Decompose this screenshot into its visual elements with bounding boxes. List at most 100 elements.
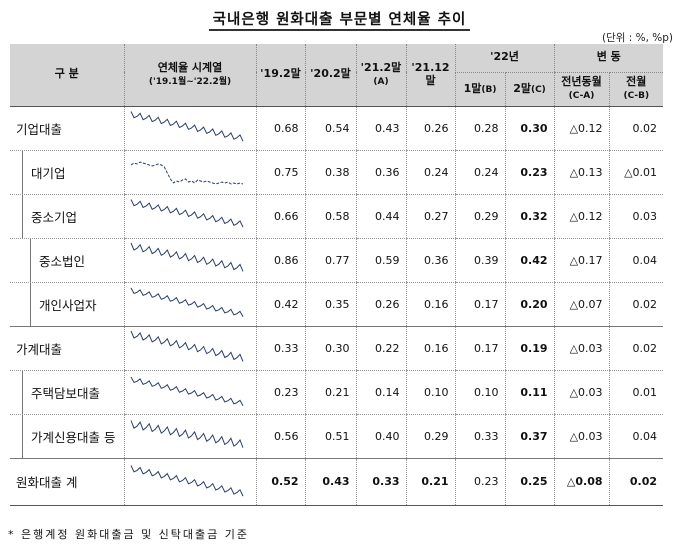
row-label-cell: 개인사업자 — [10, 282, 124, 327]
trend-sparkline-cell — [123, 326, 256, 371]
table-row: 가계대출 0.33 0.30 0.22 0.16 0.17 0.19 △0.03 0.02 — [10, 326, 664, 371]
trend-sparkline-cell — [123, 370, 256, 415]
value-2021-12: 0.10 — [405, 370, 455, 415]
row-label: 중소기업 — [22, 194, 124, 238]
trend-sparkline — [130, 330, 243, 362]
value-2020-02: 0.77 — [304, 238, 356, 283]
value-2022-02: 0.32 — [504, 194, 555, 239]
value-yoy: △0.12 — [553, 106, 610, 151]
value-yoy: △0.08 — [553, 457, 610, 506]
value-2021-12: 0.21 — [405, 457, 455, 506]
header-2022: '22년 — [454, 44, 555, 73]
sparkline-line — [130, 242, 243, 272]
value-2021-12: 0.16 — [405, 326, 455, 371]
value-2020-02: 0.51 — [304, 414, 356, 459]
row-label-cell: 가계대출 — [10, 326, 124, 371]
value-2022-02: 0.20 — [504, 282, 555, 327]
footnote: * 은행계정 원화대출금 및 신탁대출금 기준 — [8, 528, 250, 541]
value-mom: 0.02 — [608, 282, 664, 327]
value-2022-02: 0.23 — [504, 150, 555, 195]
trend-sparkline-cell — [123, 106, 256, 151]
sparkline-line — [130, 420, 243, 448]
trend-sparkline-cell — [123, 194, 256, 239]
value-2021-02: 0.40 — [355, 414, 406, 459]
value-2022-01: 0.17 — [454, 326, 505, 371]
table-row: 중소기업 0.66 0.58 0.44 0.27 0.29 0.32 △0.12 0.03 — [10, 194, 664, 239]
value-2021-02: 0.59 — [355, 238, 406, 283]
table-row: 가계신용대출 등 0.56 0.51 0.40 0.29 0.33 0.37 △0.03 0.0… — [10, 414, 664, 459]
value-2021-12: 0.24 — [405, 150, 455, 195]
row-label: 대기업 — [22, 150, 124, 194]
trend-sparkline-cell — [123, 414, 256, 459]
value-mom: 0.01 — [608, 370, 664, 415]
value-mom: 0.02 — [608, 457, 664, 506]
value-2022-02: 0.30 — [504, 106, 555, 151]
value-2022-01: 0.10 — [454, 370, 505, 415]
value-2021-02: 0.22 — [355, 326, 406, 371]
sparkline-line — [130, 464, 243, 496]
header-change: 변 동 — [553, 44, 664, 73]
value-yoy: △0.13 — [553, 150, 610, 195]
value-2019-02: 0.42 — [255, 282, 305, 327]
trend-sparkline — [130, 376, 243, 407]
header-jan-end: 1말(B) — [454, 72, 505, 107]
value-2020-02: 0.58 — [304, 194, 356, 239]
header-2021-12: '21.12말 — [405, 44, 455, 107]
header-2020-02: '20.2말 — [304, 44, 356, 107]
value-2022-02: 0.11 — [504, 370, 555, 415]
value-2019-02: 0.23 — [255, 370, 305, 415]
value-2022-01: 0.24 — [454, 150, 505, 195]
value-2022-01: 0.39 — [454, 238, 505, 283]
trend-sparkline — [130, 464, 243, 496]
value-yoy: △0.03 — [553, 326, 610, 371]
header-2021-02: '21.2말 (A) — [355, 44, 406, 107]
value-yoy: △0.03 — [553, 370, 610, 415]
value-2021-02: 0.43 — [355, 106, 406, 151]
value-yoy: △0.12 — [553, 194, 610, 239]
value-2019-02: 0.68 — [255, 106, 305, 151]
value-2020-02: 0.54 — [304, 106, 356, 151]
row-label: 개인사업자 — [30, 282, 124, 326]
row-label-cell: 주택담보대출 — [10, 370, 124, 415]
header-2019-02: '19.2말 — [255, 44, 305, 107]
row-label: 가계대출 — [16, 341, 63, 357]
row-label-cell: 원화대출 계 — [10, 457, 124, 506]
row-label: 주택담보대출 — [22, 370, 124, 414]
table-row: 대기업 0.75 0.38 0.36 0.24 0.24 0.23 △0.13 △0.01 — [10, 150, 664, 195]
value-2020-02: 0.43 — [304, 457, 356, 506]
value-2020-02: 0.38 — [304, 150, 356, 195]
sparkline-line — [130, 199, 243, 228]
row-label: 가계신용대출 등 — [22, 414, 124, 458]
value-2022-01: 0.23 — [454, 457, 505, 506]
value-yoy: △0.07 — [553, 282, 610, 327]
table-row: 기업대출 0.68 0.54 0.43 0.26 0.28 0.30 △0.12 0.02 — [10, 106, 664, 151]
value-2019-02: 0.52 — [255, 457, 305, 506]
trend-sparkline-cell — [123, 282, 256, 327]
sparkline-line — [130, 330, 243, 362]
value-2021-12: 0.16 — [405, 282, 455, 327]
value-2019-02: 0.86 — [255, 238, 305, 283]
table-row: 중소법인 0.86 0.77 0.59 0.36 0.39 0.42 △0.17 0.04 — [10, 238, 664, 283]
value-2020-02: 0.30 — [304, 326, 356, 371]
value-yoy: △0.03 — [553, 414, 610, 459]
trend-sparkline — [130, 111, 243, 142]
table-row: 개인사업자 0.42 0.35 0.26 0.16 0.17 0.20 △0.07 0.02 — [10, 282, 664, 327]
value-2021-02: 0.44 — [355, 194, 406, 239]
value-yoy: △0.17 — [553, 238, 610, 283]
header-yoy: 전년동월 (C-A) — [553, 72, 610, 107]
row-label: 중소법인 — [30, 238, 124, 282]
trend-sparkline — [130, 161, 243, 185]
value-mom: 0.03 — [608, 194, 664, 239]
header-category: 구 분 — [10, 44, 124, 107]
row-label-cell: 중소법인 — [10, 238, 124, 283]
value-2019-02: 0.33 — [255, 326, 305, 371]
value-2021-12: 0.27 — [405, 194, 455, 239]
value-2021-12: 0.36 — [405, 238, 455, 283]
value-mom: 0.02 — [608, 106, 664, 151]
sparkline-line — [130, 287, 243, 318]
value-2021-02: 0.26 — [355, 282, 406, 327]
value-mom: 0.04 — [608, 414, 664, 459]
trend-sparkline-cell — [123, 150, 256, 195]
value-2022-01: 0.33 — [454, 414, 505, 459]
trend-sparkline — [130, 199, 243, 228]
